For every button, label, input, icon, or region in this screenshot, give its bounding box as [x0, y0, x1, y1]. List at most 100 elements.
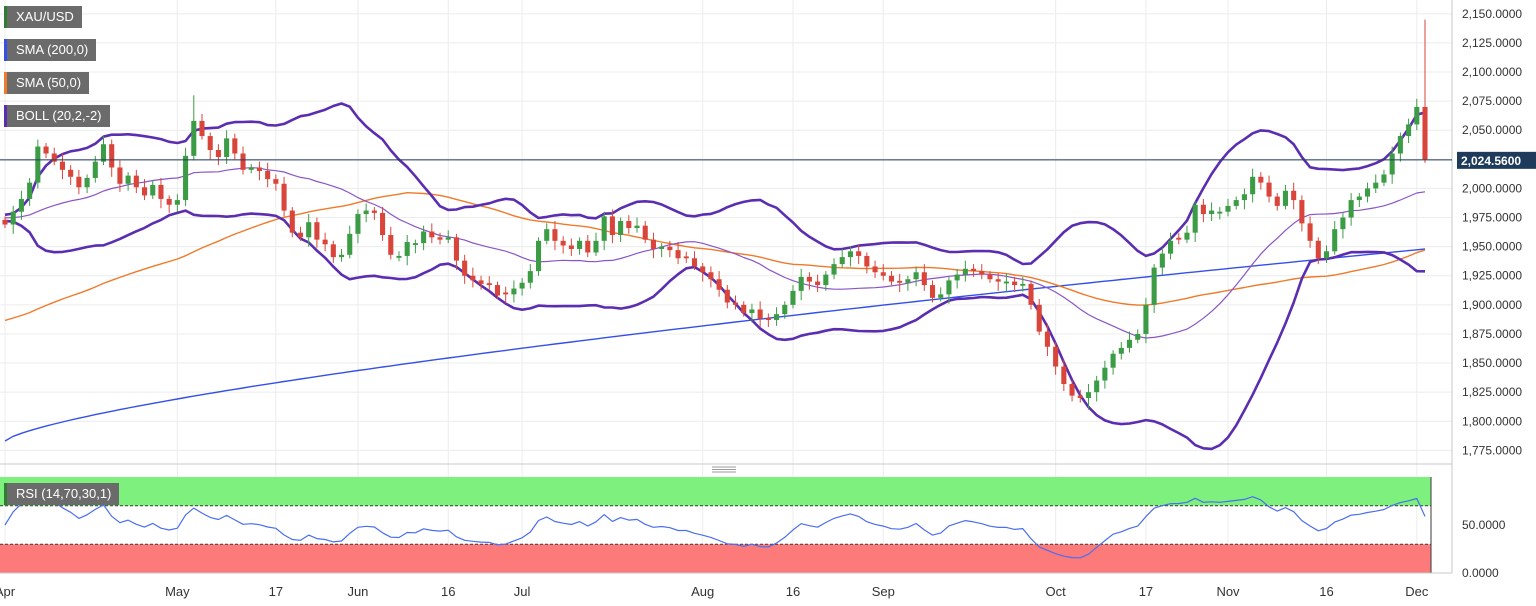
legend-sma50[interactable]: SMA (50,0)	[4, 72, 90, 94]
legend-boll-label: BOLL (20,2,-2)	[16, 108, 102, 123]
legend-boll[interactable]: BOLL (20,2,-2)	[4, 105, 110, 127]
candle-body	[1044, 331, 1050, 347]
rsi-oversold-zone	[0, 544, 1431, 573]
candle-body	[765, 318, 771, 320]
y-tick-label: 1,850.0000	[1462, 356, 1522, 370]
candle-body	[938, 294, 944, 298]
legend-sma200-swatch	[4, 39, 7, 61]
candle-body	[478, 280, 484, 284]
candle-body	[732, 302, 739, 305]
legend-sma200-label: SMA (200,0)	[16, 42, 89, 57]
candle-body	[749, 309, 755, 313]
candle-body	[1028, 283, 1034, 305]
candle-body	[380, 212, 386, 235]
candle-body	[1233, 200, 1239, 206]
indicator-lines	[4, 102, 1426, 559]
x-tick-label: Jun	[347, 584, 368, 599]
legend-symbol[interactable]: XAU/USD	[4, 6, 82, 28]
x-tick-label: 16	[1319, 584, 1333, 599]
candle-body	[519, 282, 525, 289]
candle-body	[486, 283, 492, 286]
candle-body	[1340, 217, 1346, 230]
candle-body	[1069, 384, 1075, 396]
legend-rsi[interactable]: RSI (14,70,30,1)	[4, 483, 120, 505]
candle-body	[158, 184, 164, 199]
candle-body	[256, 167, 262, 171]
candle-body	[59, 161, 66, 170]
y-tick-label: 1,825.0000	[1462, 385, 1522, 399]
candle-body	[946, 280, 952, 295]
legend-symbol-label: XAU/USD	[16, 9, 74, 24]
candle-body	[306, 222, 312, 238]
legend-sma200[interactable]: SMA (200,0)	[4, 39, 97, 61]
candle-body	[560, 240, 566, 246]
candle-body	[1323, 251, 1330, 259]
candle-body	[1102, 367, 1108, 381]
candle-body	[297, 232, 304, 238]
x-tick-label: Aug	[691, 584, 714, 599]
y-tick-label: 2,150.0000	[1462, 7, 1522, 21]
candle-body	[724, 289, 730, 303]
candle-body	[921, 272, 927, 286]
candle-body	[856, 251, 862, 256]
price-panel-bg	[0, 0, 1452, 464]
x-tick-label: May	[165, 584, 190, 599]
candle-body	[601, 216, 607, 241]
candle-body	[962, 268, 968, 275]
candle-body	[174, 200, 180, 205]
candle-body	[741, 304, 747, 313]
candle-body	[577, 240, 583, 249]
candle-body	[782, 304, 788, 315]
candle-body	[421, 231, 427, 244]
candle-body	[527, 271, 533, 283]
candle-body	[1126, 339, 1133, 348]
candle-body	[470, 275, 476, 281]
x-tick-label: Oct	[1046, 584, 1067, 599]
candle-body	[412, 243, 418, 246]
rsi-line	[4, 489, 1426, 559]
candle-body	[1274, 196, 1280, 206]
candle-body	[429, 231, 435, 238]
candle-body	[503, 292, 509, 295]
y-tick-label: 1,875.0000	[1462, 327, 1522, 341]
candle-body	[51, 153, 57, 162]
y-tick-label: 1,800.0000	[1462, 414, 1522, 428]
sma50-line	[4, 191, 1426, 322]
rsi-tick-label: 50.0000	[1462, 518, 1506, 532]
candle-body	[68, 169, 74, 177]
candle-body	[109, 144, 115, 168]
candle-body	[314, 222, 320, 240]
candle-body	[790, 290, 796, 305]
legend-sma50-swatch	[4, 72, 7, 94]
x-tick-label: 17	[269, 584, 283, 599]
y-tick-label: 1,950.0000	[1462, 240, 1522, 254]
candle-body	[43, 146, 49, 154]
candle-body	[716, 279, 722, 290]
y-tick-label: 2,075.0000	[1462, 94, 1522, 108]
x-tick-label: Nov	[1216, 584, 1240, 599]
candle-body	[831, 264, 837, 275]
candle-body	[248, 167, 254, 170]
candle-body	[1225, 205, 1231, 212]
candle-body	[289, 210, 295, 233]
x-tick-label: 16	[441, 584, 455, 599]
candle-body	[1315, 240, 1321, 259]
candle-body	[1250, 176, 1256, 195]
candle-body	[133, 175, 139, 188]
y-tick-label: 2,125.0000	[1462, 36, 1522, 50]
y-tick-label: 1,925.0000	[1462, 269, 1522, 283]
candle-body	[338, 254, 345, 258]
candle-body	[1118, 347, 1124, 354]
candle-body	[100, 144, 107, 162]
candle-body	[1143, 304, 1149, 334]
candle-body	[445, 237, 451, 240]
candle-body	[700, 266, 706, 273]
candle-body	[224, 138, 230, 158]
candle-body	[1085, 392, 1092, 398]
candle-body	[691, 258, 698, 267]
boll-upper-line	[4, 102, 1426, 266]
candle-body	[1241, 194, 1247, 201]
candle-body	[1209, 210, 1215, 215]
candle-body	[1381, 174, 1387, 183]
